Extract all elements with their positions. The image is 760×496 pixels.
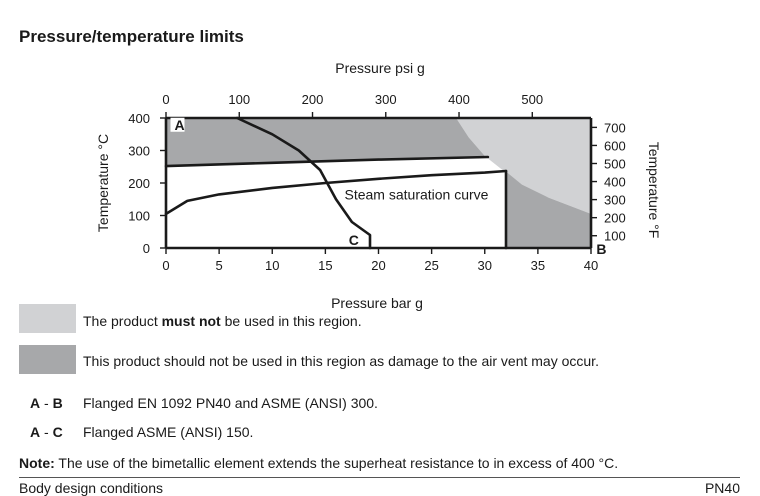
footer-section-title: Body design conditions xyxy=(19,480,163,496)
y-left-tick-label: 300 xyxy=(128,144,150,159)
page-title: Pressure/temperature limits xyxy=(19,27,244,46)
legend-swatch-should-not xyxy=(19,345,76,374)
y-left-axis-label: Temperature °C xyxy=(95,134,111,232)
connection-text-a-b: Flanged EN 1092 PN40 and ASME (ANSI) 300… xyxy=(83,395,378,411)
limit-AB-upper-line xyxy=(164,155,490,168)
connection-key-a-b-to: B xyxy=(52,395,63,411)
steam-saturation-curve-label: Steam saturation curve xyxy=(345,186,489,202)
region-should-not-lower xyxy=(506,171,591,248)
chart-ticks: 0 5 10 15 20 25 30 35 400 100 200 300 400 50001002003… xyxy=(128,92,625,273)
y-right-axis-label: Temperature °F xyxy=(646,142,662,239)
y-left-tick-label: 0 xyxy=(143,241,150,256)
point-label-a-bg xyxy=(170,117,185,132)
x-bottom-tick-label: 40 xyxy=(584,258,598,273)
x-bottom-tick-label: 20 xyxy=(371,258,385,273)
point-label-c-bg xyxy=(346,230,361,246)
connection-key-a-c-from: A xyxy=(30,424,41,440)
y-left-tick-label: 400 xyxy=(128,111,150,126)
legend-swatch-must-not xyxy=(19,304,76,333)
x-top-tick-label: 100 xyxy=(228,92,250,107)
y-right-tick-label: 400 xyxy=(604,175,626,190)
connection-key-a-b: A - B xyxy=(30,395,63,411)
note: Note: The use of the bimetallic element … xyxy=(19,455,618,471)
y-right-tick-label: 200 xyxy=(604,211,626,226)
connection-key-a-c-to: C xyxy=(52,424,63,440)
connection-key-a-c: A - C xyxy=(30,424,63,440)
footer-divider xyxy=(19,477,740,478)
x-top-tick-label: 300 xyxy=(375,92,397,107)
x-bottom-tick-label: 25 xyxy=(424,258,438,273)
x-top-tick-label: 400 xyxy=(448,92,470,107)
connection-text-a-c: Flanged ASME (ANSI) 150. xyxy=(83,424,254,440)
limit-AC-line xyxy=(235,116,372,250)
y-left-tick-label: 200 xyxy=(128,176,150,191)
x-bottom-tick-label: 15 xyxy=(318,258,332,273)
x-bottom-tick-label: 10 xyxy=(265,258,279,273)
point-label-c: C xyxy=(349,232,359,248)
x-top-tick-label: 0 xyxy=(162,92,169,107)
y-right-tick-label: 700 xyxy=(604,120,626,135)
pressure-temperature-chart: 0 5 10 15 20 25 30 35 400 100 200 300 400 50001002003… xyxy=(95,60,662,311)
legend-text-must-not: The product must not be used in this reg… xyxy=(83,313,362,329)
chart-regions xyxy=(166,118,591,248)
note-label: Note: xyxy=(19,455,55,471)
region-must-not xyxy=(456,118,591,214)
chart-curves xyxy=(164,116,508,250)
note-text: The use of the bimetallic element extend… xyxy=(54,455,619,471)
legend-text-should-not: This product should not be used in this … xyxy=(83,353,599,369)
x-bottom-tick-label: 35 xyxy=(531,258,545,273)
y-left-tick-label: 100 xyxy=(128,209,150,224)
x-bottom-axis-label: Pressure bar g xyxy=(331,295,423,311)
footer-rating: PN40 xyxy=(704,480,740,496)
y-right-tick-label: 600 xyxy=(604,138,626,153)
legend-text-must-not-before: The product xyxy=(83,313,162,329)
x-top-tick-label: 200 xyxy=(302,92,324,107)
y-right-tick-label: 300 xyxy=(604,193,626,208)
legend-text-must-not-bold: must not xyxy=(161,313,221,329)
x-top-axis-label: Pressure psi g xyxy=(335,60,424,76)
x-bottom-tick-label: 30 xyxy=(478,258,492,273)
steam-saturation-curve xyxy=(164,169,508,216)
point-label-b: B xyxy=(596,241,606,257)
point-label-a: A xyxy=(175,117,185,133)
y-right-tick-label: 100 xyxy=(604,229,626,244)
x-bottom-tick-label: 0 xyxy=(162,258,169,273)
y-right-tick-label: 500 xyxy=(604,157,626,172)
legend-text-must-not-after: be used in this region. xyxy=(220,313,362,329)
chart-labels: A B C xyxy=(170,117,606,257)
x-top-tick-label: 500 xyxy=(521,92,543,107)
connection-key-a-b-from: A xyxy=(30,395,41,411)
x-bottom-tick-label: 5 xyxy=(216,258,223,273)
region-should-not-upper xyxy=(166,118,487,167)
